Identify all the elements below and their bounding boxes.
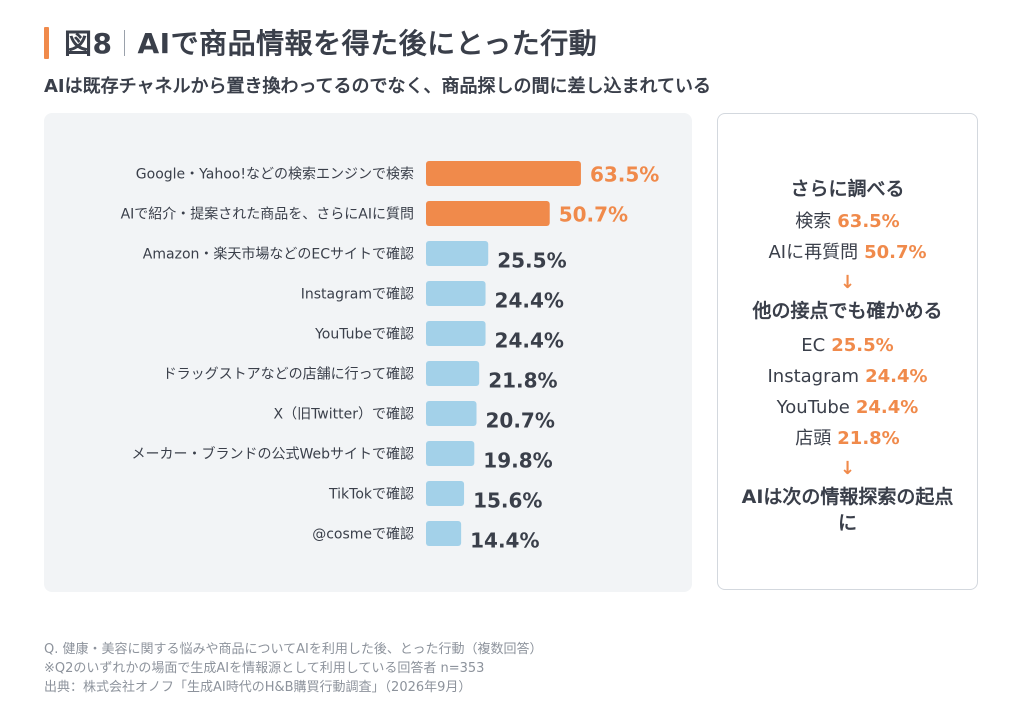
footer-question: Q. 健康・美容に関する悩みや商品についてAIを利用した後、とった行動（複数回答… xyxy=(44,642,543,657)
category-label: AIで紹介・提案された商品を、さらにAIに質問 xyxy=(121,206,414,223)
value-label: 14.4% xyxy=(470,529,539,553)
arrow-down-icon: ↓ xyxy=(839,458,856,479)
value-label: 19.8% xyxy=(483,449,552,473)
page-title: 図8 AIで商品情報を得た後にとった行動 xyxy=(64,22,597,62)
bar xyxy=(426,281,486,306)
category-label: TikTokで確認 xyxy=(328,487,414,503)
category-label: YouTubeで確認 xyxy=(314,327,414,343)
category-label: ドラッグストアなどの店舗に行って確認 xyxy=(163,367,414,383)
summary-content: さらに調べる 検索 63.5% AIに再質問 50.7% ↓ 他の接点でも確かめる … xyxy=(718,176,977,536)
category-label: Google・Yahoo!などの検索エンジンで検索 xyxy=(136,166,414,183)
summary-item-value: 63.5% xyxy=(837,211,900,232)
category-label: Amazon・楽天市場などのECサイトで確認 xyxy=(143,246,414,263)
summary-item: YouTube 24.4% xyxy=(718,392,977,423)
value-label: 21.8% xyxy=(488,369,557,393)
bar xyxy=(426,441,475,466)
summary-item: 検索 63.5% xyxy=(718,206,977,237)
conclusion-text: AIは次の情報探索の起点に xyxy=(741,486,954,534)
category-label: X（旧Twitter）で確認 xyxy=(273,407,414,423)
figure-label: 図8 xyxy=(64,27,113,60)
summary-item: 店頭 21.8% xyxy=(718,423,977,454)
arrow-down-icon: ↓ xyxy=(839,272,856,293)
summary-item: EC 25.5% xyxy=(718,330,977,361)
value-label: 24.4% xyxy=(495,289,564,313)
category-label: Instagramで確認 xyxy=(301,287,414,303)
value-label: 20.7% xyxy=(486,409,555,433)
summary-item-value: 25.5% xyxy=(831,335,894,356)
bar xyxy=(426,321,486,346)
section2-title: 他の接点でも確かめる xyxy=(752,300,943,322)
bar xyxy=(426,241,489,266)
bar xyxy=(426,201,550,226)
title-accent-bar xyxy=(44,27,49,59)
category-label: メーカー・ブランドの公式Webサイトで確認 xyxy=(131,446,414,463)
bar-chart: Google・Yahoo!などの検索エンジンで検索 63.5% AIで紹介・提案され… xyxy=(121,161,659,553)
summary-item-label: 店頭 xyxy=(795,428,832,449)
bar xyxy=(426,361,480,386)
value-label: 15.6% xyxy=(473,489,542,513)
chart-panel: Google・Yahoo!などの検索エンジンで検索 63.5% AIで紹介・提案され… xyxy=(44,113,692,592)
summary-item-value: 24.4% xyxy=(855,397,919,418)
bar xyxy=(426,401,477,426)
summary-item: Instagram 24.4% xyxy=(718,361,977,392)
footer-source: 出典：株式会社オノフ「生成AI時代のH&B購買行動調査」（2026年9月） xyxy=(44,680,472,695)
summary-item-label: EC xyxy=(801,335,826,356)
title-text: AIで商品情報を得た後にとった行動 xyxy=(137,27,598,60)
section1-title: さらに調べる xyxy=(790,178,905,200)
footer-note: ※Q2のいずれかの場面で生成AIを情報源として利用している回答者 n=353 xyxy=(44,661,485,676)
summary-item: AIに再質問 50.7% xyxy=(718,237,977,268)
bar xyxy=(426,161,581,186)
summary-item-value: 50.7% xyxy=(864,242,927,263)
summary-item-label: YouTube xyxy=(776,397,850,418)
value-label: 25.5% xyxy=(497,249,566,273)
bar xyxy=(426,481,465,506)
value-label: 63.5% xyxy=(590,163,659,187)
value-label: 50.7% xyxy=(559,203,628,227)
category-label: @cosmeで確認 xyxy=(312,527,414,543)
page-subtitle: AIは既存チャネルから置き換わってるのでなく、商品探しの間に差し込まれている xyxy=(44,76,712,97)
summary-item-label: 検索 xyxy=(795,211,832,232)
footer-notes: Q. 健康・美容に関する悩みや商品についてAIを利用した後、とった行動（複数回答… xyxy=(44,640,542,697)
summary-item-value: 24.4% xyxy=(865,366,928,387)
bar xyxy=(426,521,462,546)
summary-item-value: 21.8% xyxy=(837,428,900,449)
summary-item-label: AIに再質問 xyxy=(768,242,859,263)
summary-panel: さらに調べる 検索 63.5% AIに再質問 50.7% ↓ 他の接点でも確かめる … xyxy=(717,113,978,590)
summary-item-label: Instagram xyxy=(767,366,860,387)
value-label: 24.4% xyxy=(495,329,564,353)
title-separator xyxy=(124,30,126,56)
